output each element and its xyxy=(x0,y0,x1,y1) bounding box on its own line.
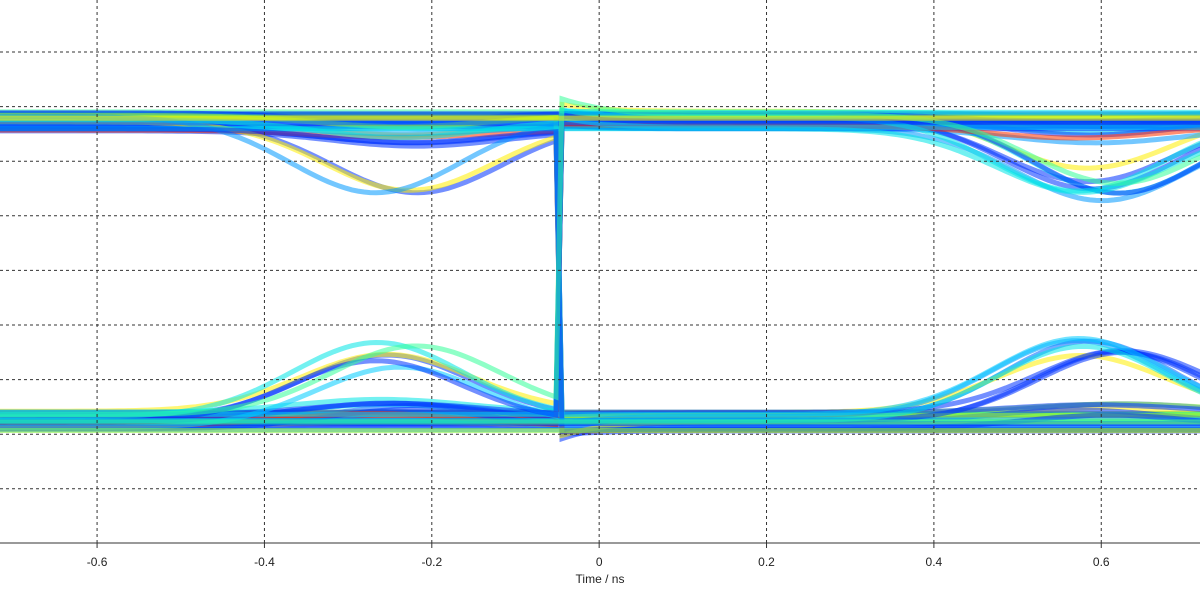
x-tick-label: -0.4 xyxy=(254,555,275,569)
x-tick-label: 0.6 xyxy=(1093,555,1110,569)
plot-area xyxy=(0,0,1200,543)
eye-pattern xyxy=(0,95,1200,443)
x-tick-label: 0 xyxy=(596,555,603,569)
x-tick-label: -0.2 xyxy=(421,555,442,569)
x-tick-label: 0.2 xyxy=(758,555,775,569)
grid xyxy=(0,0,1200,548)
x-axis-label: Time / ns xyxy=(576,572,625,586)
eye-trace xyxy=(0,114,1200,430)
x-tick-label: 0.4 xyxy=(926,555,943,569)
x-tick-label: -0.6 xyxy=(87,555,108,569)
eye-trace xyxy=(0,95,1200,418)
